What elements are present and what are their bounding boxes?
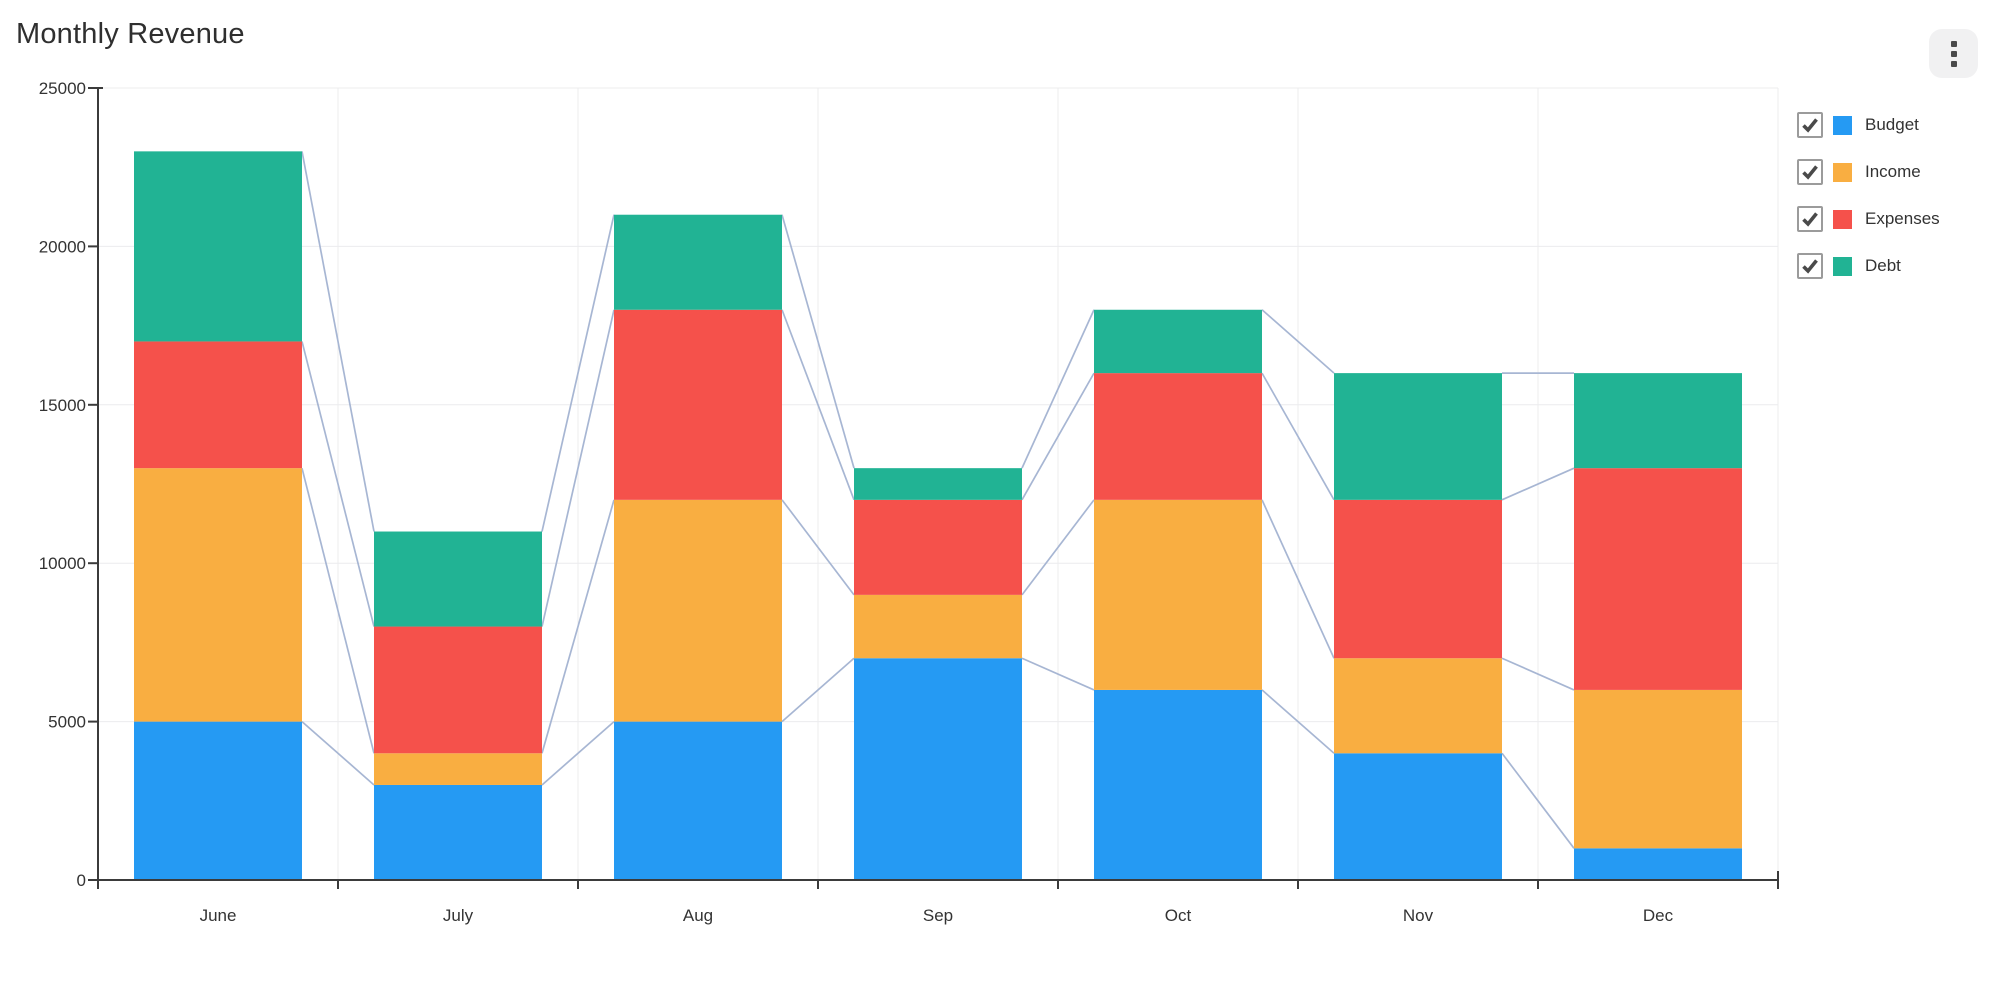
- segment-connector-line: [541, 309, 615, 627]
- segment-connector-line: [1021, 657, 1095, 691]
- bar-segment-income-july[interactable]: [374, 753, 542, 785]
- y-axis-label: 15000: [39, 396, 86, 415]
- bar-segment-income-aug[interactable]: [614, 499, 782, 722]
- segment-connector-line: [1261, 309, 1335, 374]
- bar-segment-budget-aug[interactable]: [614, 721, 782, 880]
- x-axis-label: June: [200, 906, 237, 925]
- bar-segment-debt-nov[interactable]: [1334, 373, 1502, 500]
- segment-connector-line: [781, 214, 855, 469]
- segment-connector-line: [541, 214, 615, 532]
- legend-label: Budget: [1865, 115, 1919, 134]
- legend-checkbox[interactable]: [1797, 159, 1823, 185]
- segment-connector-line: [1501, 467, 1575, 501]
- bar-segment-income-dec[interactable]: [1574, 689, 1742, 849]
- kebab-menu-icon: [1950, 50, 1957, 57]
- y-axis-label: 20000: [39, 237, 86, 256]
- bar-segment-budget-sep[interactable]: [854, 658, 1022, 880]
- x-axis-label: July: [443, 906, 474, 925]
- legend-item-expenses[interactable]: Expenses: [1797, 206, 1940, 232]
- kebab-menu-icon: [1950, 60, 1957, 67]
- legend-item-debt[interactable]: Debt: [1797, 253, 1940, 279]
- legend-swatch-budget: [1833, 115, 1852, 135]
- y-axis-label: 25000: [39, 79, 86, 98]
- legend-checkbox[interactable]: [1797, 253, 1823, 279]
- segment-connector-line: [781, 499, 855, 596]
- segment-connector-line: [1021, 499, 1095, 596]
- bar-segment-expenses-july[interactable]: [374, 626, 542, 754]
- bar-segment-expenses-june[interactable]: [134, 341, 302, 469]
- x-axis-label: Sep: [923, 906, 953, 925]
- segment-connector-line: [1501, 752, 1575, 849]
- x-axis-label: Aug: [683, 906, 713, 925]
- segment-connector-line: [1501, 657, 1575, 691]
- segment-connector-line: [1261, 499, 1335, 659]
- bar-segment-debt-aug[interactable]: [614, 214, 782, 310]
- bar-segment-budget-dec[interactable]: [1574, 848, 1742, 880]
- chart-legend: Budget Income Expenses Debt: [1797, 112, 1940, 279]
- bar-segment-expenses-nov[interactable]: [1334, 499, 1502, 659]
- bar-segment-budget-nov[interactable]: [1334, 753, 1502, 880]
- kebab-menu-icon: [1950, 40, 1957, 47]
- bar-segment-debt-july[interactable]: [374, 531, 542, 627]
- x-axis-label: Oct: [1165, 906, 1192, 925]
- legend-swatch-income: [1833, 162, 1852, 182]
- bar-segment-expenses-oct[interactable]: [1094, 373, 1262, 500]
- segment-connector-line: [1261, 689, 1335, 754]
- bar-segment-budget-june[interactable]: [134, 721, 302, 880]
- legend-label: Expenses: [1865, 209, 1940, 228]
- bar-segment-income-sep[interactable]: [854, 594, 1022, 659]
- bar-segment-debt-dec[interactable]: [1574, 373, 1742, 469]
- bar-segment-income-june[interactable]: [134, 468, 302, 722]
- legend-item-income[interactable]: Income: [1797, 159, 1940, 185]
- bar-segment-income-nov[interactable]: [1334, 658, 1502, 754]
- segment-connector-line: [781, 309, 855, 501]
- legend-checkbox[interactable]: [1797, 206, 1823, 232]
- segment-connector-line: [1021, 309, 1095, 469]
- segment-connector-line: [301, 720, 375, 786]
- bar-segment-budget-july[interactable]: [374, 784, 542, 880]
- checkmark-icon: [1802, 212, 1818, 227]
- bar-segment-expenses-sep[interactable]: [854, 499, 1022, 595]
- x-axis-label: Nov: [1403, 906, 1434, 925]
- more-options-button[interactable]: [1929, 29, 1978, 78]
- bar-segment-debt-june[interactable]: [134, 151, 302, 342]
- legend-swatch-expenses: [1833, 209, 1852, 229]
- segment-connector-line: [1261, 372, 1335, 501]
- segment-connector-line: [301, 467, 375, 754]
- segment-connector-line: [1021, 372, 1095, 501]
- bar-segment-debt-oct[interactable]: [1094, 309, 1262, 374]
- checkmark-icon: [1802, 118, 1818, 133]
- bar-segment-debt-sep[interactable]: [854, 468, 1022, 500]
- segment-connector-line: [541, 499, 615, 754]
- y-axis-label: 5000: [48, 713, 86, 732]
- legend-item-budget[interactable]: Budget: [1797, 112, 1940, 138]
- checkmark-icon: [1802, 165, 1818, 180]
- legend-swatch-debt: [1833, 256, 1852, 276]
- chart-title: Monthly Revenue: [16, 18, 245, 50]
- bar-segment-expenses-dec[interactable]: [1574, 468, 1742, 690]
- bar-segment-expenses-aug[interactable]: [614, 309, 782, 500]
- segment-connector-line: [301, 151, 375, 532]
- legend-label: Income: [1865, 162, 1921, 181]
- x-axis-label: Dec: [1643, 906, 1674, 925]
- legend-checkbox[interactable]: [1797, 112, 1823, 138]
- checkmark-icon: [1802, 259, 1818, 274]
- bar-segment-income-oct[interactable]: [1094, 499, 1262, 690]
- y-axis-label: 10000: [39, 554, 86, 573]
- segment-connector-line: [301, 341, 375, 627]
- segment-connector-line: [781, 657, 855, 723]
- legend-label: Debt: [1865, 256, 1901, 275]
- bar-segment-budget-oct[interactable]: [1094, 689, 1262, 880]
- y-axis-label: 0: [77, 871, 86, 890]
- segment-connector-line: [541, 720, 615, 786]
